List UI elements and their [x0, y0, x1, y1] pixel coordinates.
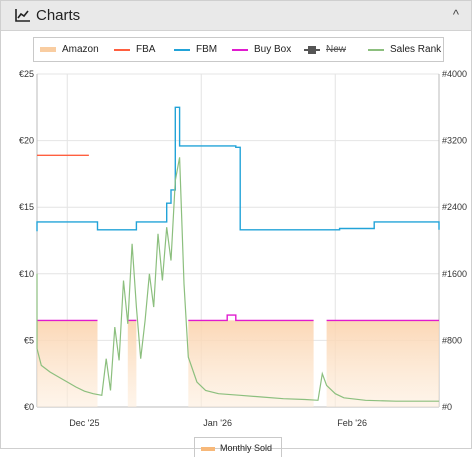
x-tick-label: Jan '26 — [203, 418, 232, 428]
legend-label-new: New — [326, 44, 347, 55]
legend-swatch-new — [304, 45, 320, 54]
legend-swatch-amazon — [40, 47, 56, 52]
legend-swatch-fbm — [174, 48, 190, 51]
series-line-buy-box — [188, 314, 314, 322]
series-line-sales-rank — [36, 157, 439, 402]
legend-label-fba: FBA — [136, 44, 156, 55]
series-area-amazon — [188, 320, 314, 407]
legend-label-fbm: FBM — [196, 44, 218, 55]
monthly-sold-legend[interactable]: Monthly Sold — [194, 437, 282, 457]
y-left-tick: €20 — [19, 136, 34, 146]
legend-item-buybox[interactable]: Buy Box — [232, 38, 291, 61]
y-right-tick: #1600 — [442, 269, 467, 279]
chart-legend: Amazon FBA FBM Buy Box New Sales Rank — [33, 37, 444, 62]
y-right-tick: #4000 — [442, 69, 467, 79]
x-tick-label: Feb '26 — [337, 418, 367, 428]
y-right-tick: #0 — [442, 402, 452, 412]
series-area-amazon — [127, 320, 137, 407]
line-chart-icon — [15, 9, 30, 27]
y-left-tick: €15 — [19, 202, 34, 212]
legend-item-salesrank[interactable]: Sales Rank — [368, 38, 441, 61]
legend-item-amazon[interactable]: Amazon — [40, 38, 99, 61]
panel-header[interactable]: Charts ^ — [1, 1, 471, 31]
monthly-sold-label: Monthly Sold — [220, 443, 273, 453]
y-right-tick: #3200 — [442, 136, 467, 146]
series-line-fbm — [36, 106, 440, 232]
series-area-amazon — [37, 320, 98, 407]
monthly-sold-swatch — [201, 447, 215, 451]
chevron-up-icon[interactable]: ^ — [452, 7, 459, 22]
legend-swatch-fba — [114, 48, 130, 51]
y-right-tick: #800 — [442, 335, 462, 345]
legend-swatch-salesrank — [368, 48, 384, 51]
panel-title: Charts — [36, 7, 81, 24]
y-left-tick: €5 — [24, 335, 34, 345]
legend-item-fbm[interactable]: FBM — [174, 38, 217, 61]
legend-item-new[interactable]: New — [304, 38, 346, 61]
y-left-tick: €0 — [24, 402, 34, 412]
y-right-tick: #2400 — [442, 202, 467, 212]
legend-label-buybox: Buy Box — [254, 44, 292, 55]
y-left-tick: €10 — [19, 269, 34, 279]
legend-marker-new — [308, 45, 316, 54]
legend-item-fba[interactable]: FBA — [114, 38, 155, 61]
legend-label-amazon: Amazon — [62, 44, 99, 55]
x-tick-label: Dec '25 — [69, 418, 99, 428]
legend-label-salesrank: Sales Rank — [390, 44, 442, 55]
y-left-tick: €25 — [19, 69, 34, 79]
series-area-amazon — [326, 320, 439, 407]
legend-swatch-buybox — [232, 48, 248, 51]
